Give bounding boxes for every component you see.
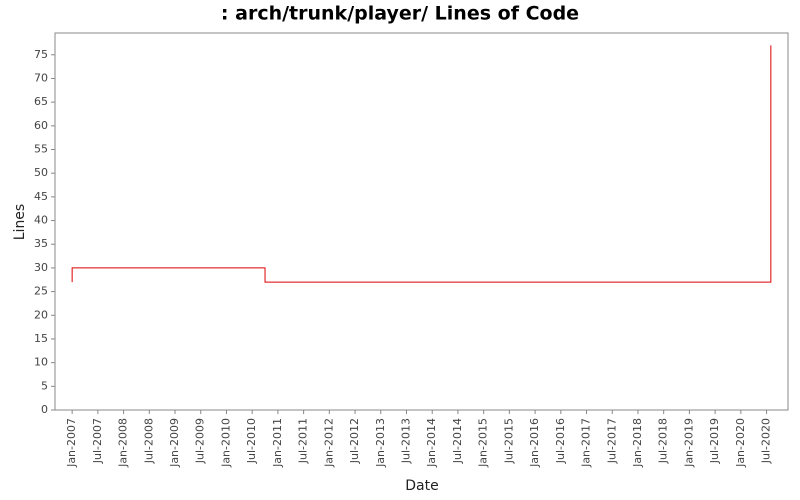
y-tick-label: 60 <box>34 119 48 132</box>
x-tick-label: Jul-2020 <box>760 418 773 464</box>
x-tick-label: Jan-2009 <box>168 418 181 468</box>
x-tick-label: Jul-2008 <box>142 418 155 464</box>
y-tick-label: 5 <box>41 379 48 392</box>
x-tick-label: Jul-2014 <box>451 418 464 464</box>
x-tick-label: Jul-2019 <box>708 418 721 464</box>
x-tick-label: Jan-2014 <box>425 418 438 468</box>
x-tick-label: Jul-2011 <box>297 418 310 464</box>
x-tick-label: Jan-2007 <box>65 418 78 468</box>
y-tick-label: 35 <box>34 237 48 250</box>
x-tick-label: Jan-2013 <box>374 418 387 468</box>
chart-title: : arch/trunk/player/ Lines of Code <box>221 3 579 25</box>
x-tick-label: Jul-2016 <box>554 418 567 464</box>
plot-area <box>54 32 789 411</box>
x-tick-label: Jan-2018 <box>631 418 644 468</box>
y-tick-label: 30 <box>34 261 48 274</box>
y-tick-label: 50 <box>34 166 48 179</box>
x-tick-label: Jul-2017 <box>605 418 618 464</box>
x-tick-label: Jan-2015 <box>477 418 490 468</box>
x-tick-label: Jan-2017 <box>580 418 593 468</box>
y-tick-label: 75 <box>34 48 48 61</box>
y-tick-label: 25 <box>34 285 48 298</box>
x-tick-label: Jan-2008 <box>117 418 130 468</box>
y-tick-label: 10 <box>34 356 48 369</box>
y-tick-label: 15 <box>34 332 48 345</box>
y-tick-label: 70 <box>34 71 48 84</box>
x-tick-label: Jan-2019 <box>682 418 695 468</box>
y-tick-label: 20 <box>34 308 48 321</box>
y-tick-label: 65 <box>34 95 48 108</box>
y-tick-label: 40 <box>34 214 48 227</box>
x-tick-label: Jan-2011 <box>271 418 284 468</box>
x-axis-label: Date <box>405 478 438 494</box>
x-tick-label: Jul-2012 <box>348 418 361 464</box>
x-tick-label: Jan-2012 <box>322 418 335 468</box>
x-tick-label: Jul-2007 <box>91 418 104 464</box>
x-tick-label: Jul-2013 <box>399 418 412 464</box>
x-tick-label: Jul-2010 <box>245 418 258 464</box>
x-tick-label: Jan-2020 <box>734 418 747 468</box>
x-tick-label: Jul-2018 <box>657 418 670 464</box>
y-tick-label: 0 <box>41 403 48 416</box>
x-tick-label: Jan-2016 <box>528 418 541 468</box>
data-line <box>71 45 772 283</box>
x-tick-label: Jan-2010 <box>219 418 232 468</box>
x-tick-label: Jul-2015 <box>502 418 515 464</box>
y-tick-label: 55 <box>34 143 48 156</box>
y-axis-label: Lines <box>12 204 28 240</box>
y-tick-label: 45 <box>34 190 48 203</box>
x-tick-label: Jul-2009 <box>194 418 207 464</box>
